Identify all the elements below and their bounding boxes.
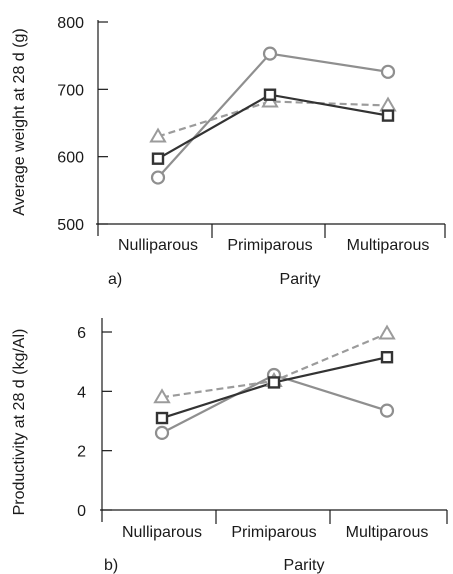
y-tick-label: 600 — [57, 150, 84, 167]
y-tick-label: 6 — [77, 325, 86, 342]
series-line-circle — [157, 52, 389, 179]
data-point-circle — [150, 170, 166, 185]
y-tick-label: 700 — [57, 82, 84, 99]
data-point-circle — [380, 64, 396, 79]
x-axis-label: Parity — [284, 557, 325, 574]
y-tick-label: 2 — [77, 444, 86, 461]
data-point-square — [151, 152, 165, 165]
y-axis-label: Productivity at 28 d (kg/Al) — [11, 329, 28, 516]
y-tick-label: 0 — [77, 503, 86, 520]
data-point-triangle — [378, 324, 396, 340]
data-point-circle — [262, 46, 278, 61]
x-tick-label: Multiparous — [347, 237, 430, 254]
data-point-circle — [379, 403, 395, 418]
series-line-triangle — [157, 100, 389, 138]
data-point-circle — [154, 425, 170, 440]
y-axis-label: Average weight at 28 d (g) — [11, 28, 28, 215]
x-tick-label: Multiparous — [346, 524, 429, 541]
y-tick-label: 800 — [57, 15, 84, 32]
x-tick-label: Nulliparous — [118, 237, 198, 254]
data-point-square — [381, 109, 395, 122]
panel-label: a) — [108, 271, 122, 288]
data-point-triangle — [379, 96, 397, 112]
x-axis-label: Parity — [280, 271, 321, 288]
y-tick-label: 500 — [57, 217, 84, 234]
y-tick-label: 4 — [77, 384, 86, 401]
chart-panel-a: 500 600 700 800 Nulliparous Primiparous Multip… — [11, 15, 446, 288]
panel-label: b) — [104, 557, 118, 574]
x-tick-label: Primiparous — [227, 237, 312, 254]
chart-panel-b: 0 2 4 6 Nulliparous Primiparous Multiparous b) P… — [11, 318, 448, 574]
data-point-square — [267, 376, 281, 389]
data-point-triangle — [149, 127, 167, 143]
data-point-square — [155, 411, 169, 425]
data-point-square — [380, 351, 394, 364]
data-point-triangle — [153, 388, 171, 404]
x-tick-label: Nulliparous — [122, 524, 202, 541]
x-tick-label: Primiparous — [231, 524, 316, 541]
data-point-square — [263, 88, 277, 101]
